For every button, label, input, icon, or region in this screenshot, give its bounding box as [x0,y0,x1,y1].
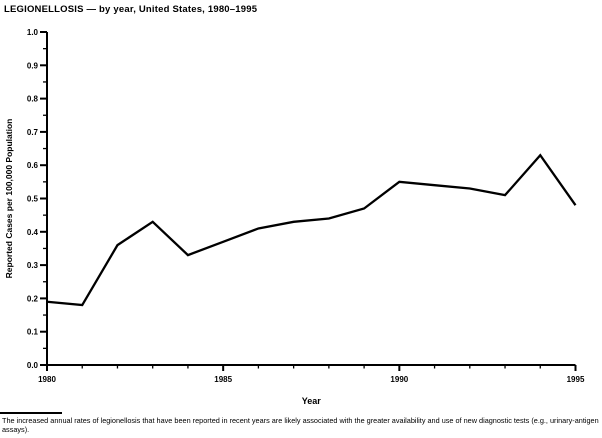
y-tick-label: 0.5 [27,195,39,204]
x-axis-title: Year [302,396,322,406]
x-tick-label: 1980 [38,375,56,384]
y-tick-label: 1.0 [27,28,39,37]
x-tick-label: 1990 [390,375,408,384]
y-tick-label: 0.9 [27,61,39,70]
line-chart: 0.0 0.1 0.2 0.3 0.4 0.5 0.6 0.7 0.8 0.9 1.0 1980 198… [4,28,585,406]
y-tick-label: 0.8 [27,95,39,104]
y-tick-label: 0.7 [27,128,39,137]
y-tick-label: 0.1 [27,328,39,337]
axes [46,32,576,366]
y-axis-title: Reported Cases per 100,000 Population [4,119,14,279]
figure-title: LEGIONELLOSIS — by year, United States, … [4,4,258,15]
footnote-rule [0,412,62,414]
footnote-text: The increased annual rates of legionello… [2,416,599,434]
data-series-line [46,153,577,307]
y-tick-label: 0.2 [27,294,39,303]
y-tick-label: 0.3 [27,261,39,270]
y-tick-label: 0.0 [27,361,39,370]
y-tick-label: 0.4 [27,228,39,237]
y-tick-label: 0.6 [27,161,39,170]
x-tick-label: 1995 [567,375,585,384]
x-tick-label: 1985 [214,375,232,384]
